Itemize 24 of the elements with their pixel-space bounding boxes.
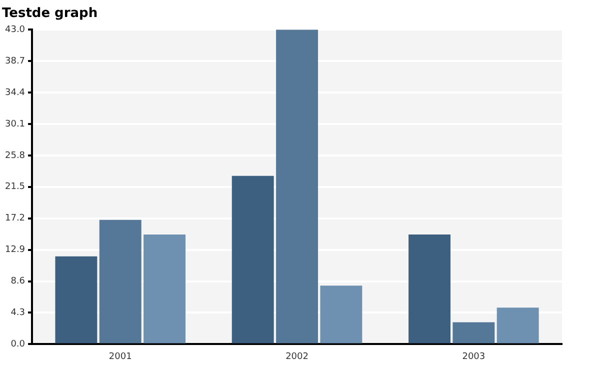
bar: [232, 176, 274, 344]
x-tick-label: 2001: [108, 352, 132, 362]
y-tick-label: 25.8: [4, 150, 26, 161]
bar: [144, 234, 186, 344]
y-tick-label: 34.4: [4, 88, 26, 98]
y-tick-label: 0.0: [10, 340, 26, 350]
bar: [99, 220, 142, 344]
y-tick-label: 8.6: [10, 276, 26, 287]
y-tick-label: 30.1: [4, 119, 26, 130]
y-tick-label: 17.2: [4, 214, 26, 224]
y-tick-label: 21.5: [4, 182, 26, 192]
y-tick-label: 12.9: [4, 245, 26, 256]
x-tick-label: 2002: [286, 352, 308, 362]
y-tick-label: 43.0: [4, 24, 26, 35]
bar: [408, 234, 450, 344]
bar: [276, 30, 318, 344]
chart-title: Testde graph: [2, 6, 98, 22]
bar: [55, 256, 98, 344]
y-tick-label: 38.7: [4, 56, 26, 66]
x-tick-label: 2003: [462, 352, 486, 362]
y-tick-label: 4.3: [10, 308, 26, 318]
bar: [320, 286, 362, 344]
bar: [452, 322, 495, 344]
bar: [496, 308, 539, 344]
